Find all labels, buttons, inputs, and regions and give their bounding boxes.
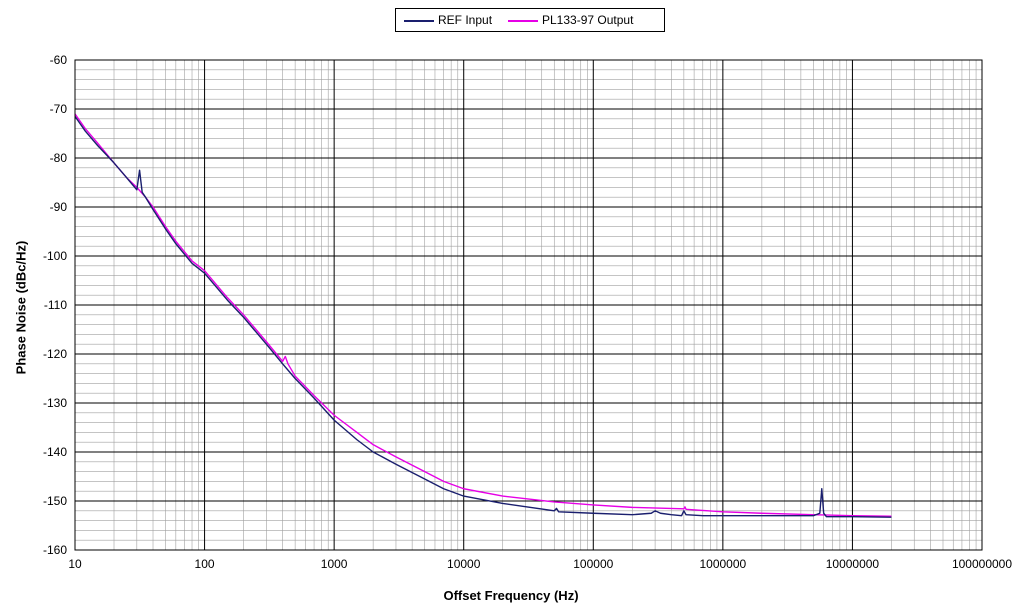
legend-swatch-ref-input (404, 19, 434, 22)
legend-item-ref-input: REF Input (404, 13, 492, 27)
y-tick-label: -100 (43, 249, 67, 263)
y-axis-title: Phase Noise (dBc/Hz) (13, 240, 29, 375)
x-tick-label: 100000000 (952, 557, 1012, 571)
x-tick-label: 10000 (447, 557, 481, 571)
x-tick-label: 100000 (573, 557, 613, 571)
x-tick-label: 10 (68, 557, 82, 571)
y-tick-label: -110 (44, 298, 67, 312)
y-tick-label: -80 (50, 151, 68, 165)
y-tick-label: -120 (43, 347, 67, 361)
legend-label-pl133-output: PL133-97 Output (542, 13, 634, 27)
legend: REF Input PL133-97 Output (395, 8, 665, 32)
y-tick-label: -90 (50, 200, 68, 214)
x-axis-tick-labels: 10 100 1000 10000 100000 1000000 10000000 10000… (68, 557, 1012, 571)
series-line-ref-input (74, 115, 892, 518)
x-tick-label: 10000000 (826, 557, 880, 571)
y-tick-label: -160 (43, 543, 67, 557)
x-axis-title: Offset Frequency (Hz) (443, 588, 579, 603)
legend-swatch-pl133-output (508, 19, 538, 22)
y-tick-label: -140 (43, 445, 67, 459)
major-gridlines (74, 59, 983, 551)
y-tick-label: -130 (43, 396, 67, 410)
y-tick-label: -150 (43, 494, 67, 508)
x-tick-label: 100 (195, 557, 215, 571)
legend-label-ref-input: REF Input (438, 13, 493, 27)
y-tick-label: -60 (50, 53, 68, 67)
x-tick-label: 1000 (321, 557, 348, 571)
y-axis-tick-labels: -60 -70 -80 -90 -100 -110 -120 -130 -140 -150 -160 (43, 53, 67, 557)
series-layer (74, 113, 892, 518)
legend-item-pl133-output: PL133-97 Output (508, 13, 633, 27)
plot-area-frame (74, 59, 983, 551)
x-tick-label: 1000000 (699, 557, 746, 571)
y-tick-label: -70 (50, 102, 68, 116)
